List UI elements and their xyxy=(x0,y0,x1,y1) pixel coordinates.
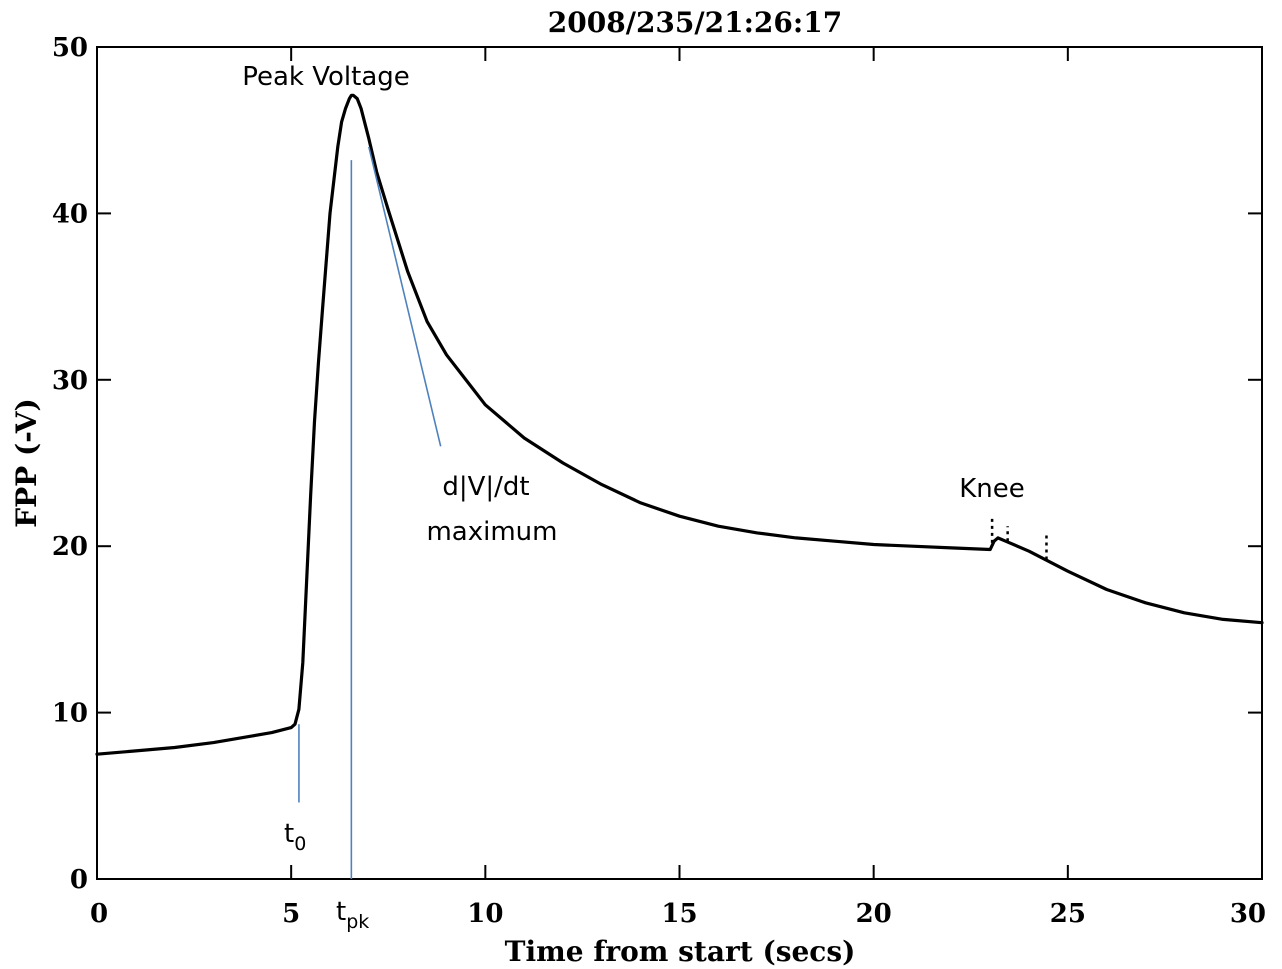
plot-frame xyxy=(96,46,1263,880)
x-tick-label: 25 xyxy=(1050,899,1086,929)
y-tick-labels: 0 10 20 30 40 50 xyxy=(52,33,88,895)
tpk-label: tpk xyxy=(336,897,369,933)
axis-ticks xyxy=(96,46,1263,880)
x-tick-label: 30 xyxy=(1230,899,1266,929)
fpp-series-line xyxy=(95,93,1264,756)
x-tick-label: 20 xyxy=(856,899,892,929)
x-tick-label: 15 xyxy=(661,899,697,929)
y-tick-label: 50 xyxy=(52,33,88,63)
x-tick-labels: 0 5 10 15 20 25 30 xyxy=(90,899,1266,929)
t0-label: t0 xyxy=(284,819,306,855)
y-tick-label: 30 xyxy=(52,366,88,396)
y-tick-label: 20 xyxy=(52,532,88,562)
x-tick-label: 10 xyxy=(467,899,503,929)
y-tick-label: 40 xyxy=(52,199,88,229)
y-tick-label: 0 xyxy=(70,865,88,895)
peak-voltage-annotation: Peak Voltage xyxy=(242,62,410,92)
chart-title: 2008/235/21:26:17 xyxy=(548,6,842,39)
x-tick-label: 0 xyxy=(90,899,108,929)
dvdt-annotation-line1: d|V|/dt xyxy=(442,472,529,502)
data-series xyxy=(95,93,1264,756)
x-axis-label: Time from start (secs) xyxy=(505,935,856,968)
dvdt-annotation-line2: maximum xyxy=(426,517,557,547)
knee-annotation: Knee xyxy=(959,474,1025,504)
y-tick-label: 10 xyxy=(52,699,88,729)
y-axis-label: FPP (-V) xyxy=(10,398,43,528)
x-tick-label: 5 xyxy=(282,899,300,929)
max-slope-line xyxy=(368,146,442,447)
annotation-lines xyxy=(298,146,442,879)
